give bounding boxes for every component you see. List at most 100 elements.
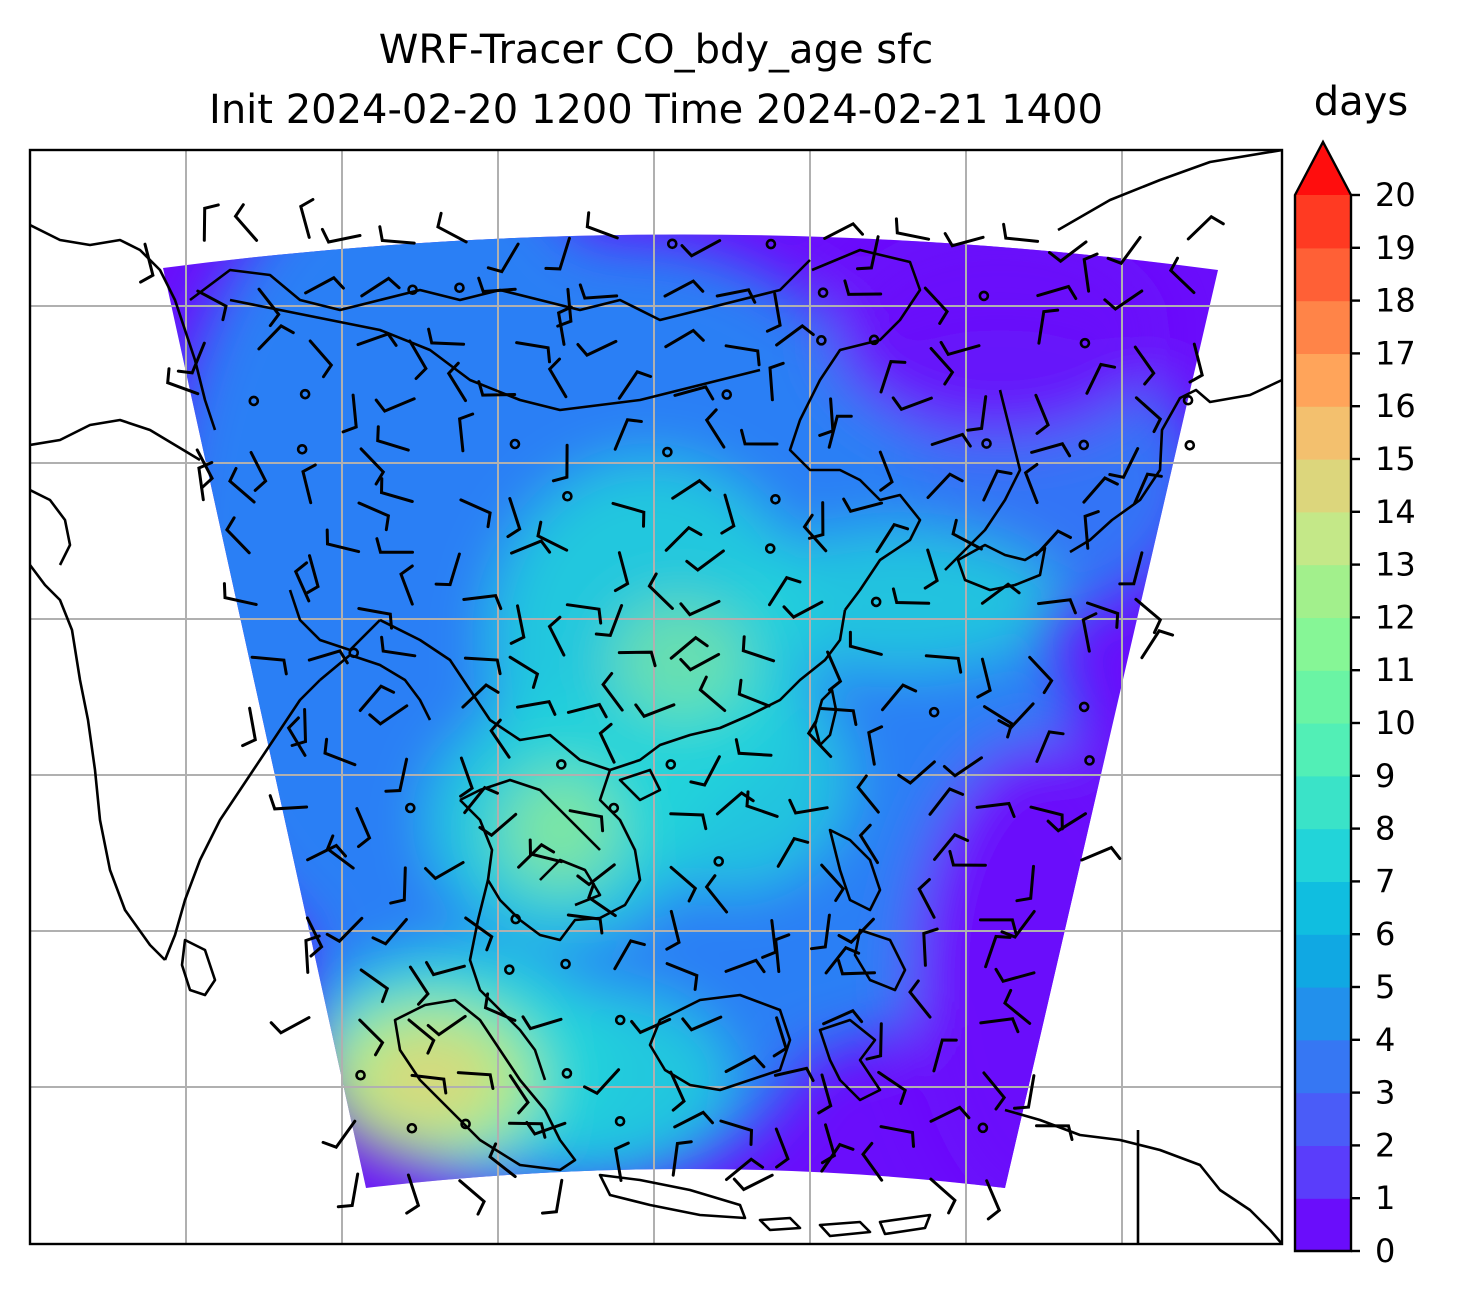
wind-barb bbox=[360, 276, 401, 298]
colorbar-tick-label: 5 bbox=[1375, 968, 1395, 1006]
wind-barb bbox=[566, 702, 608, 719]
wind-barb bbox=[698, 675, 727, 712]
coastline-korea bbox=[944, 389, 1022, 571]
wind-barb bbox=[679, 599, 721, 617]
wind-barb bbox=[301, 463, 317, 505]
colorbar-segment bbox=[1295, 406, 1351, 460]
wind-barb bbox=[477, 276, 517, 294]
wind-barb bbox=[878, 450, 894, 492]
wind-barb bbox=[1082, 476, 1119, 504]
coastline-kyushu bbox=[956, 543, 1047, 592]
wind-barb bbox=[1003, 988, 1032, 1025]
wind-barb bbox=[565, 603, 603, 625]
wind-barb bbox=[257, 324, 295, 351]
wind-barb bbox=[664, 328, 705, 349]
colorbar-outline bbox=[1293, 139, 1353, 1253]
wind-barb bbox=[848, 630, 883, 656]
wind-barb bbox=[647, 572, 674, 610]
wind-barb bbox=[673, 1110, 714, 1129]
wind-barb bbox=[774, 1127, 790, 1169]
coastline-india-east bbox=[163, 679, 321, 961]
wind-barb bbox=[576, 863, 616, 887]
wind-barb bbox=[774, 933, 791, 973]
wind-barb bbox=[196, 289, 228, 322]
wind-barb bbox=[489, 718, 511, 759]
wind-barb bbox=[926, 472, 964, 499]
wind-barb bbox=[598, 722, 616, 764]
wind-barb bbox=[943, 232, 985, 248]
colorbar-tick-label: 16 bbox=[1375, 387, 1416, 425]
wind-barb bbox=[865, 1022, 883, 1061]
wind-barb bbox=[843, 279, 883, 296]
wind-barb bbox=[665, 962, 699, 991]
wind-barb bbox=[856, 235, 880, 271]
wind-barb bbox=[1188, 342, 1204, 384]
wind-barb bbox=[325, 528, 361, 554]
wind-barb bbox=[673, 385, 715, 401]
wind-barb bbox=[379, 477, 414, 503]
wind-barb bbox=[507, 1121, 547, 1139]
wind-barb bbox=[613, 551, 630, 593]
wind-calm-circle bbox=[1078, 439, 1090, 451]
wind-barb bbox=[195, 448, 214, 490]
wind-barb bbox=[982, 469, 1013, 502]
wind-barb bbox=[768, 361, 785, 402]
wind-barb bbox=[357, 607, 393, 630]
wind-barb bbox=[879, 1125, 915, 1148]
wind-calm-circle bbox=[561, 1068, 573, 1079]
colorbar-tick-label: 17 bbox=[1375, 334, 1416, 372]
wind-barb bbox=[891, 396, 933, 412]
wind-calm-markers bbox=[248, 238, 1196, 1134]
coastline-indochina bbox=[459, 769, 642, 942]
wind-calm-circle bbox=[770, 493, 781, 505]
wind-barb bbox=[488, 1142, 517, 1179]
colorbar-tick-label: 11 bbox=[1375, 651, 1416, 689]
wind-barb bbox=[356, 332, 398, 347]
wind-barb bbox=[824, 945, 861, 975]
wind-barb bbox=[1080, 845, 1122, 862]
wind-barb bbox=[826, 650, 843, 692]
wind-barb bbox=[948, 849, 987, 867]
wind-barb bbox=[802, 513, 828, 553]
wind-barb bbox=[510, 539, 552, 555]
wind-barb bbox=[917, 878, 936, 919]
wind-barb bbox=[772, 1016, 788, 1058]
colorbar-tick-label: 7 bbox=[1375, 862, 1395, 900]
wind-barb bbox=[806, 719, 833, 758]
field-blob bbox=[360, 1030, 500, 1130]
title-line-1: WRF-Tracer CO_bdy_age sfc bbox=[378, 27, 934, 73]
wind-barb bbox=[556, 305, 573, 346]
wind-calm-circle bbox=[406, 1122, 418, 1134]
field-blob bbox=[500, 770, 620, 890]
wind-calm-circle bbox=[1184, 439, 1196, 451]
wind-barb bbox=[842, 497, 884, 513]
wind-barb bbox=[720, 493, 736, 535]
wind-barb bbox=[1168, 256, 1196, 295]
wind-barb bbox=[425, 961, 466, 977]
wind-barb bbox=[820, 1123, 837, 1165]
wind-barb bbox=[521, 1015, 563, 1031]
wind-barb bbox=[782, 600, 824, 619]
wind-barb bbox=[434, 552, 461, 587]
wind-barb bbox=[359, 968, 390, 1004]
wind-barb bbox=[1085, 362, 1117, 395]
wind-barb bbox=[508, 1074, 530, 1115]
wind-barb bbox=[679, 652, 721, 672]
wind-barb bbox=[380, 635, 417, 658]
wind-barb bbox=[399, 564, 414, 606]
wind-barb bbox=[323, 737, 357, 767]
wind-barb bbox=[715, 791, 755, 816]
field-blob bbox=[740, 530, 1060, 670]
wind-barb bbox=[551, 443, 569, 483]
wind-calm-circle bbox=[348, 647, 360, 659]
wind-barb bbox=[407, 1018, 436, 1055]
wind-barb bbox=[228, 467, 256, 504]
wind-barb bbox=[446, 361, 467, 403]
wind-barb bbox=[525, 1121, 567, 1136]
coastline-lesser-sunda bbox=[758, 1213, 932, 1238]
wind-barb bbox=[810, 913, 831, 951]
wind-barb bbox=[566, 913, 604, 935]
colorbar-segment bbox=[1295, 300, 1351, 354]
wind-calm-circle bbox=[666, 238, 678, 250]
